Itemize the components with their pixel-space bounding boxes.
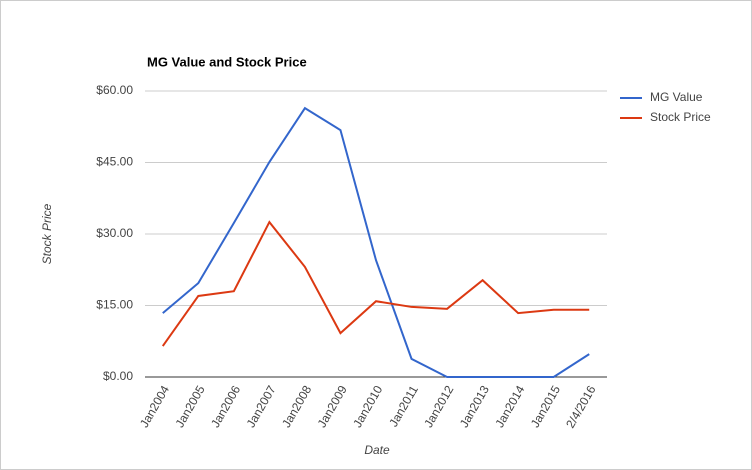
legend-label: MG Value [650, 90, 703, 104]
y-tick-label: $0.00 [103, 369, 133, 383]
y-tick-label: $30.00 [96, 226, 133, 240]
x-axis-title: Date [364, 443, 390, 457]
y-tick-label: $15.00 [96, 298, 133, 312]
legend-label: Stock Price [650, 110, 711, 124]
y-axis-title: Stock Price [40, 203, 54, 264]
chart-title: MG Value and Stock Price [147, 54, 307, 69]
series-line [162, 106, 590, 378]
series-line [161, 220, 590, 347]
y-tick-label: $45.00 [96, 155, 133, 169]
y-tick-label: $60.00 [96, 83, 133, 97]
